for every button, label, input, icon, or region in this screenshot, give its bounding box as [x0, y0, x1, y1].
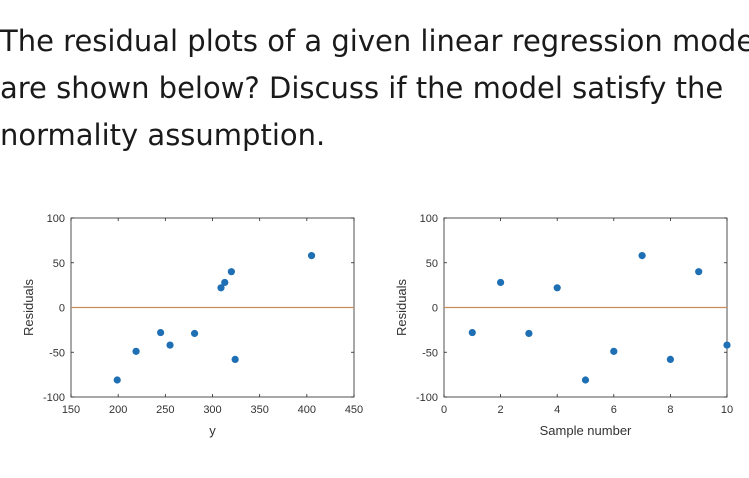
residual-point	[113, 376, 121, 384]
question-line-2: are shown below? Discuss if the model sa…	[0, 71, 724, 105]
y-tick-label: 50	[426, 258, 438, 270]
question-line-1: The residual plots of a given linear reg…	[0, 24, 749, 58]
x-tick-label: 2	[498, 404, 504, 416]
question-line-3: normality assumption.	[0, 118, 326, 152]
residual-point	[166, 341, 174, 349]
x-tick-label: 200	[109, 404, 127, 416]
residual-point	[666, 355, 675, 364]
x-tick-label: 450	[345, 404, 363, 416]
x-tick-label: 4	[554, 404, 560, 416]
residual-point	[497, 278, 505, 287]
residual-point	[227, 268, 235, 276]
residuals-vs-y-chart: -100 -50 0 50 100 150 200 250 300 350 400 450 y Resid…	[21, 213, 363, 438]
x-tick-label: 350	[250, 404, 268, 416]
residual-point	[307, 251, 316, 260]
x-tick-label: 150	[62, 404, 80, 416]
x-tick-label: 10	[721, 404, 733, 416]
y-tick-label: -100	[416, 392, 438, 404]
residual-point	[190, 329, 199, 338]
y-tick-label: 50	[53, 258, 65, 270]
x-tick-label: 300	[203, 404, 221, 416]
residual-point	[610, 347, 618, 355]
x-tick-label: 6	[611, 404, 617, 416]
x-tick-label: 0	[441, 404, 447, 416]
residual-point	[157, 328, 165, 337]
residual-point	[221, 278, 229, 287]
residual-point	[525, 329, 533, 338]
x-tick-label: 400	[298, 404, 316, 416]
x-axis-label: y	[209, 423, 216, 438]
residual-point	[553, 284, 561, 292]
y-tick-label: -50	[422, 347, 438, 359]
residual-point	[581, 376, 590, 384]
y-tick-label: 0	[59, 303, 65, 315]
x-tick-label: 8	[667, 404, 673, 416]
x-tick-label: 250	[156, 404, 174, 416]
y-tick-label: -50	[49, 347, 65, 359]
y-tick-label: 100	[420, 213, 438, 225]
residual-point	[231, 355, 239, 364]
y-tick-label: 100	[47, 213, 65, 225]
y-axis-label: Residuals	[394, 278, 409, 336]
y-tick-label: -100	[43, 392, 65, 404]
residual-point	[217, 284, 225, 292]
x-axis-label: Sample number	[540, 423, 632, 438]
y-axis-label: Residuals	[21, 278, 36, 336]
residual-point	[695, 268, 703, 276]
residual-point	[468, 328, 476, 337]
residual-point	[132, 347, 140, 355]
question-text: The residual plots of a given linear reg…	[0, 18, 749, 159]
residual-point	[723, 341, 731, 349]
residual-point	[638, 251, 646, 260]
y-tick-label: 0	[432, 303, 438, 315]
